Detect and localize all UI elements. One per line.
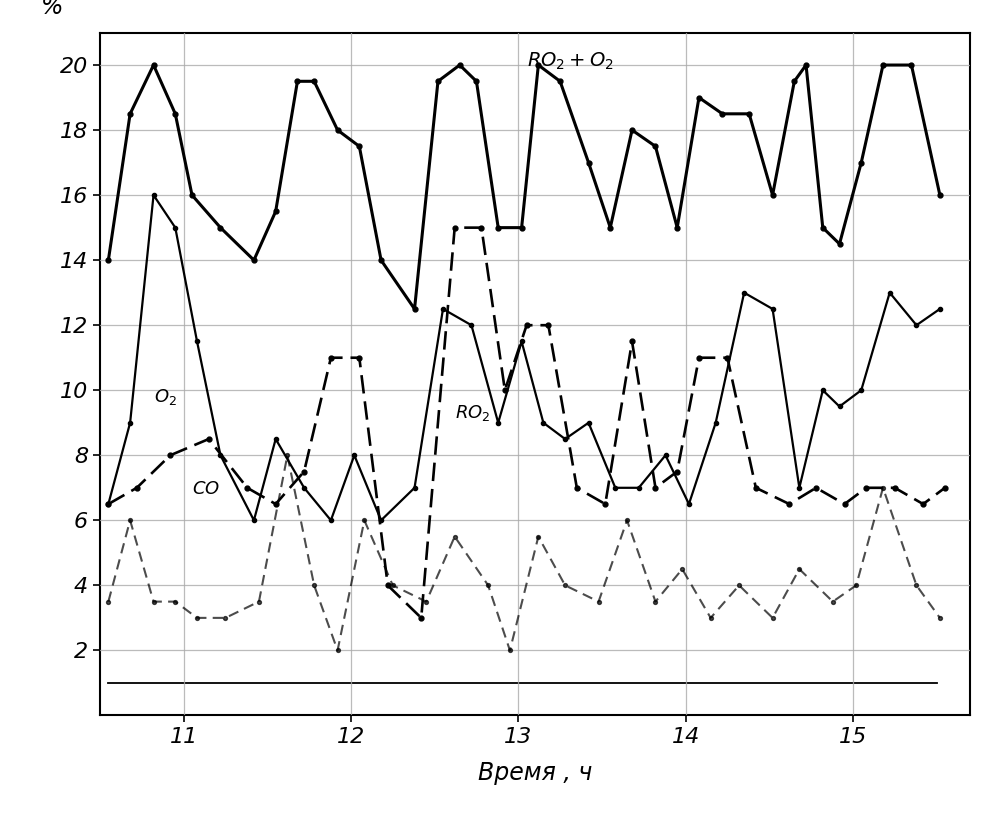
Text: $CO$: $CO$: [192, 480, 220, 498]
Text: $RO_2$: $RO_2$: [455, 402, 490, 423]
Y-axis label: %: %: [41, 0, 63, 19]
Text: $RO_2+O_2$: $RO_2+O_2$: [527, 50, 613, 72]
X-axis label: Время , ч: Время , ч: [478, 761, 592, 785]
Text: $O_2$: $O_2$: [154, 386, 176, 406]
